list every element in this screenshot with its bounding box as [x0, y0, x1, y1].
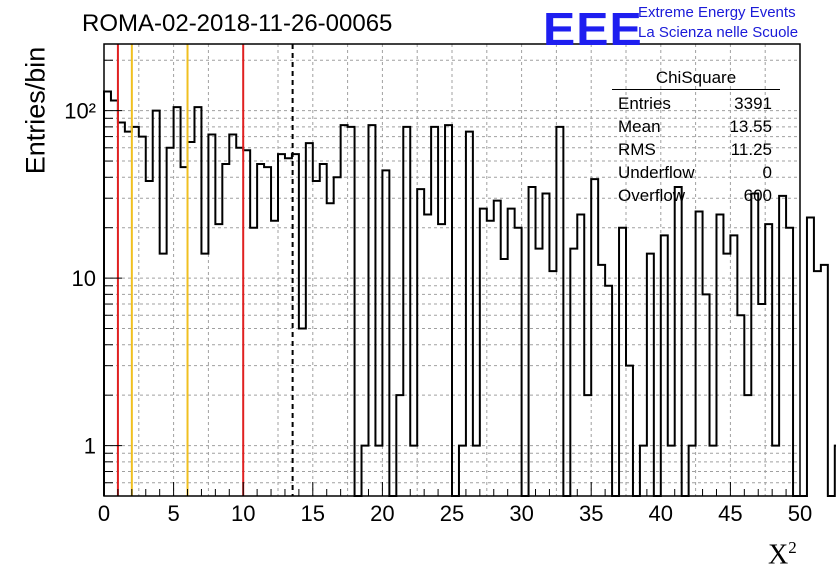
stats-row: RMS 11.25: [612, 138, 780, 161]
stats-row: Entries 3391: [612, 92, 780, 115]
x-tick-label: 40: [649, 501, 673, 526]
stats-value: 11.25: [730, 140, 772, 159]
stats-label: Mean: [618, 117, 661, 136]
x-tick-label: 10: [231, 501, 255, 526]
stats-title: ChiSquare: [612, 68, 780, 90]
x-tick-label: 35: [579, 501, 603, 526]
stats-label: Entries: [618, 94, 671, 113]
logo-line1: Extreme Energy Events: [638, 4, 796, 21]
stats-label: RMS: [618, 140, 656, 159]
logo-line2: La Scienza nelle Scuole: [638, 24, 799, 41]
stats-label: Underflow: [618, 163, 695, 182]
stats-value: 600: [743, 186, 772, 205]
chart-title: ROMA-02-2018-11-26-00065: [82, 10, 393, 37]
stats-row: Overflow 600: [612, 184, 780, 207]
x-tick-label: 30: [509, 501, 533, 526]
stats-box: ChiSquare Entries 3391 Mean 13.55 RMS 11.25…: [612, 68, 780, 207]
y-tick-label: 1: [84, 434, 96, 459]
stats-row: Mean 13.55: [612, 115, 780, 138]
y-axis-label: Entries/bin: [20, 46, 51, 175]
x-tick-label: 25: [440, 501, 464, 526]
stats-value: 3391: [734, 94, 772, 113]
stats-value: 0: [762, 163, 772, 182]
x-tick-label: 20: [370, 501, 394, 526]
y-tick-label: 10: [72, 266, 96, 291]
stats-label: Overflow: [618, 186, 686, 205]
x-tick-label: 50: [788, 501, 812, 526]
y-tick-label: 10²: [64, 99, 96, 124]
x-axis-label: X2: [768, 538, 797, 571]
stats-value: 13.55: [729, 117, 772, 136]
x-tick-label: 15: [301, 501, 325, 526]
x-tick-label: 45: [718, 501, 742, 526]
x-tick-label: 5: [167, 501, 179, 526]
x-tick-label: 0: [98, 501, 110, 526]
stats-row: Underflow 0: [612, 161, 780, 184]
eee-logo: EEE: [543, 3, 643, 55]
